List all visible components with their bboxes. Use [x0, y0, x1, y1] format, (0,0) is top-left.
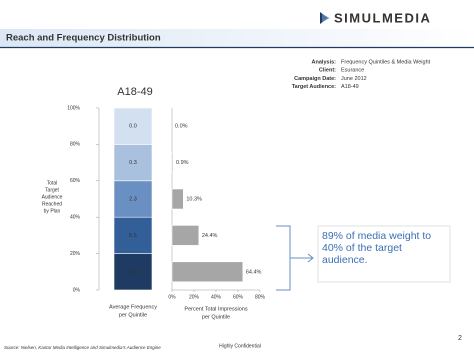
header-band — [0, 29, 474, 47]
page-title: Reach and Frequency Distribution — [6, 33, 161, 44]
info-key: Client: — [319, 68, 336, 74]
confidential-note: Highly Confidential — [219, 343, 261, 349]
info-key: Analysis: — [312, 59, 337, 65]
segment-label: 5.5 — [129, 233, 137, 239]
bar — [171, 261, 244, 283]
x-axis-label: per Quintile — [119, 312, 147, 318]
info-value: Frequency Quintiles & Media Weight — [341, 59, 431, 65]
y-tick-label: 60% — [70, 178, 81, 184]
info-block: Analysis: Frequency Quintiles & Media Wei… — [292, 59, 431, 90]
segment-label: 2.3 — [129, 196, 137, 202]
y-axis-label: Target — [45, 187, 60, 193]
page-number: 2 — [458, 335, 462, 342]
segment-label: 14.6 — [128, 269, 139, 275]
y-tick-label: 0% — [73, 287, 81, 293]
segment-label: 0.0 — [129, 124, 137, 130]
x-axis-label: Percent Total Impressions — [184, 306, 247, 312]
value-label: 10.3% — [186, 196, 202, 202]
bar-segment — [113, 180, 153, 218]
callout-box — [317, 225, 451, 283]
bar — [171, 188, 184, 210]
chart-title: A18-49 — [117, 86, 152, 98]
x-axis-label: per Quintile — [202, 314, 230, 320]
x-tick-label: 40% — [211, 294, 222, 300]
segment-label: 0.3 — [129, 160, 137, 166]
bar — [171, 225, 200, 246]
y-axis-label: by Plan — [44, 208, 61, 214]
charts: A18-49 0% 20% 40% 60% 80% 100% TotalTargetAudie… — [42, 86, 266, 321]
callout-bracket — [276, 225, 314, 291]
info-value: A18-49 — [341, 84, 359, 90]
y-tick-label: 20% — [70, 251, 81, 257]
bar-segment — [113, 107, 153, 145]
info-key: Campaign Date: — [294, 76, 336, 82]
value-label: 0.9% — [176, 160, 189, 166]
logo: SIMULMEDIA — [334, 10, 431, 25]
bar — [171, 152, 174, 173]
value-label: 0.0% — [175, 124, 188, 130]
info-value: June 2012 — [341, 76, 367, 82]
x-axis-label: Average Frequency — [109, 304, 157, 310]
x-tick-label: 20% — [189, 294, 200, 300]
bar-segment — [113, 216, 153, 254]
y-tick-label: 40% — [70, 215, 81, 221]
y-tick-label: 100% — [67, 105, 80, 111]
callout-text: 89% of media weight to 40% of the target… — [322, 230, 432, 266]
info-value: Esurance — [341, 68, 364, 74]
value-label: 64.4% — [246, 269, 262, 275]
y-axis-label: Audience — [42, 194, 63, 200]
y-axis-label: Reached — [42, 201, 62, 207]
x-tick-label: 80% — [255, 294, 266, 300]
info-key: Target Audience: — [292, 84, 336, 90]
source-note: Source: Nielsen, Kantar Media Intelligen… — [4, 345, 161, 350]
x-tick-label: 60% — [233, 294, 244, 300]
x-tick-label: 0% — [168, 294, 176, 300]
value-label: 24.4% — [202, 233, 218, 239]
bar-segment — [113, 253, 153, 291]
y-axis-label: Total — [47, 180, 58, 186]
y-tick-label: 80% — [70, 142, 81, 148]
logo-icon — [320, 12, 330, 24]
bar-segment — [113, 144, 153, 182]
